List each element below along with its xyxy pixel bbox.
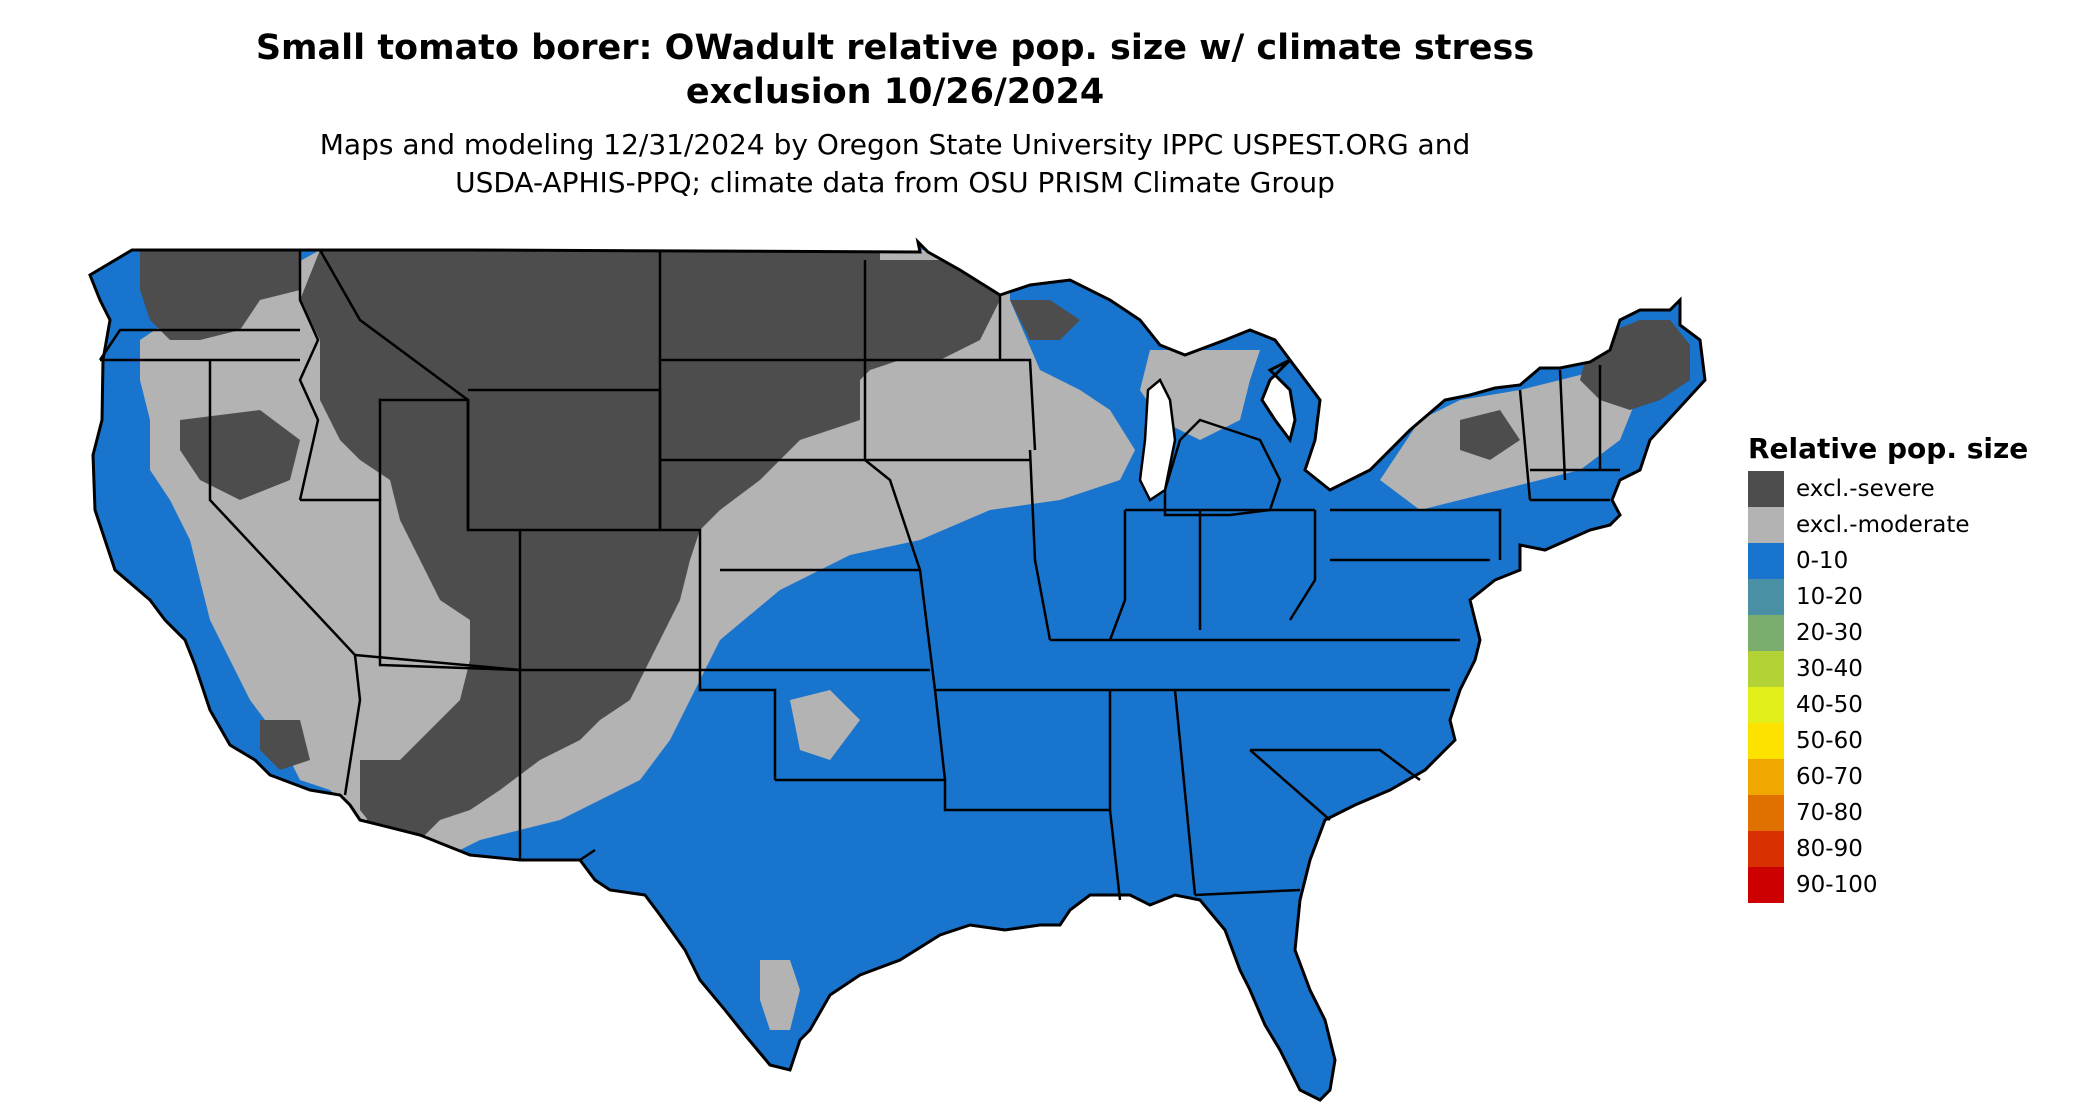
state-border-ga-fl xyxy=(1194,888,1301,897)
legend-item: excl.-severe xyxy=(1748,471,2028,507)
state-border-pa-ny xyxy=(1330,508,1502,560)
legend-item: 10-20 xyxy=(1748,579,2028,615)
legend-swatch xyxy=(1748,471,1784,507)
legend-label: 0-10 xyxy=(1796,548,1849,574)
zone-excl-severe xyxy=(140,250,1690,850)
legend-item: 20-30 xyxy=(1748,615,2028,651)
state-border-mi-lower xyxy=(1163,418,1282,517)
legend-title: Relative pop. size xyxy=(1748,432,2029,465)
state-border-vt-nh xyxy=(1558,369,1567,481)
legend-label: excl.-moderate xyxy=(1796,512,1970,538)
legend-label: 80-90 xyxy=(1796,836,1863,862)
legend-label: 40-50 xyxy=(1796,692,1863,718)
state-borders xyxy=(98,249,1620,901)
legend-swatch xyxy=(1748,723,1784,759)
state-border-oh-pa xyxy=(1288,510,1317,621)
legend-swatch xyxy=(1748,867,1784,903)
legend-label: 10-20 xyxy=(1796,584,1863,610)
map-subtitle-line-1: Maps and modeling 12/31/2024 by Oregon S… xyxy=(319,128,1471,161)
state-border-wa-or xyxy=(98,328,300,361)
legend-swatch xyxy=(1748,579,1784,615)
map-title: Small tomato borer: OWadult relative pop… xyxy=(0,26,1790,114)
legend-swatch xyxy=(1748,687,1784,723)
state-border-nm-tx xyxy=(520,848,596,862)
state-border-ok-tx xyxy=(698,670,777,780)
legend-label: 50-60 xyxy=(1796,728,1863,754)
legend: Relative pop. size excl.-severe excl.-mod… xyxy=(1748,432,2028,903)
legend-item: 80-90 xyxy=(1748,831,2028,867)
state-border-al-ga xyxy=(1173,689,1197,896)
legend-item: excl.-moderate xyxy=(1748,507,2028,543)
legend-swatch xyxy=(1748,543,1784,579)
lake-michigan xyxy=(1138,378,1177,502)
state-border-nv-az xyxy=(354,653,521,672)
legend-swatch xyxy=(1748,759,1784,795)
legend-label: 60-70 xyxy=(1796,764,1863,790)
state-border-plains-east xyxy=(863,260,947,781)
map-subtitle: Maps and modeling 12/31/2024 by Oregon S… xyxy=(0,126,1790,202)
map-title-line-2: exclusion 10/26/2024 xyxy=(685,72,1105,112)
state-border-id-west xyxy=(298,250,320,501)
legend-swatch xyxy=(1748,507,1784,543)
map-title-line-1: Small tomato borer: OWadult relative pop… xyxy=(255,28,1535,68)
legend-item: 90-100 xyxy=(1748,867,2028,903)
legend-label: excl.-severe xyxy=(1796,476,1935,502)
legend-swatch xyxy=(1748,831,1784,867)
legend-item: 30-40 xyxy=(1748,651,2028,687)
state-border-il-in xyxy=(1108,510,1127,641)
legend-items: excl.-severe excl.-moderate 0-10 10-20 20-30… xyxy=(1748,471,2028,903)
legend-label: 20-30 xyxy=(1796,620,1863,646)
state-border-nv-ut xyxy=(300,498,700,672)
legend-item: 50-60 xyxy=(1748,723,2028,759)
legend-label: 90-100 xyxy=(1796,872,1878,898)
legend-label: 70-80 xyxy=(1796,800,1863,826)
state-border-il-west xyxy=(1028,449,1052,641)
state-border-id-mt xyxy=(318,249,470,530)
legend-item: 0-10 xyxy=(1748,543,2028,579)
legend-label: 30-40 xyxy=(1796,656,1863,682)
state-border-sc-nc xyxy=(1250,748,1421,781)
legend-swatch xyxy=(1748,651,1784,687)
legend-swatch xyxy=(1748,615,1784,651)
state-border-mn-ia xyxy=(865,358,1037,451)
legend-item: 70-80 xyxy=(1748,795,2028,831)
state-border-ga-sc xyxy=(1249,749,1331,821)
state-border-co-ks xyxy=(520,528,702,670)
state-border-tx-la xyxy=(775,778,1020,812)
legend-item: 60-70 xyxy=(1748,759,2028,795)
legend-item: 40-50 xyxy=(1748,687,2028,723)
map-subtitle-line-2: USDA-APHIS-PPQ; climate data from OSU PR… xyxy=(455,166,1335,199)
legend-swatch xyxy=(1748,795,1784,831)
state-border-ny-vt xyxy=(1518,389,1532,501)
